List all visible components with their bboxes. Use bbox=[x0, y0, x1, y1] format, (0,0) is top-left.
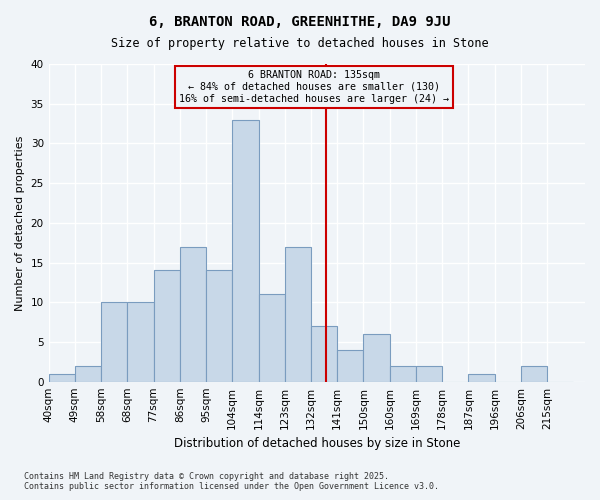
Bar bbox=[49, 374, 75, 382]
Bar bbox=[390, 366, 416, 382]
Bar bbox=[101, 302, 127, 382]
Bar bbox=[180, 246, 206, 382]
X-axis label: Distribution of detached houses by size in Stone: Distribution of detached houses by size … bbox=[173, 437, 460, 450]
Text: Size of property relative to detached houses in Stone: Size of property relative to detached ho… bbox=[111, 38, 489, 51]
Text: 6, BRANTON ROAD, GREENHITHE, DA9 9JU: 6, BRANTON ROAD, GREENHITHE, DA9 9JU bbox=[149, 15, 451, 29]
Bar bbox=[127, 302, 154, 382]
Bar bbox=[232, 120, 259, 382]
Bar bbox=[285, 246, 311, 382]
Bar bbox=[154, 270, 180, 382]
Bar bbox=[469, 374, 494, 382]
Y-axis label: Number of detached properties: Number of detached properties bbox=[15, 135, 25, 310]
Bar bbox=[311, 326, 337, 382]
Bar bbox=[259, 294, 285, 382]
Bar bbox=[75, 366, 101, 382]
Bar bbox=[521, 366, 547, 382]
Bar bbox=[364, 334, 390, 382]
Text: Contains HM Land Registry data © Crown copyright and database right 2025.
Contai: Contains HM Land Registry data © Crown c… bbox=[24, 472, 439, 491]
Text: 6 BRANTON ROAD: 135sqm
← 84% of detached houses are smaller (130)
16% of semi-de: 6 BRANTON ROAD: 135sqm ← 84% of detached… bbox=[179, 70, 449, 104]
Bar bbox=[206, 270, 232, 382]
Bar bbox=[337, 350, 364, 382]
Bar bbox=[416, 366, 442, 382]
